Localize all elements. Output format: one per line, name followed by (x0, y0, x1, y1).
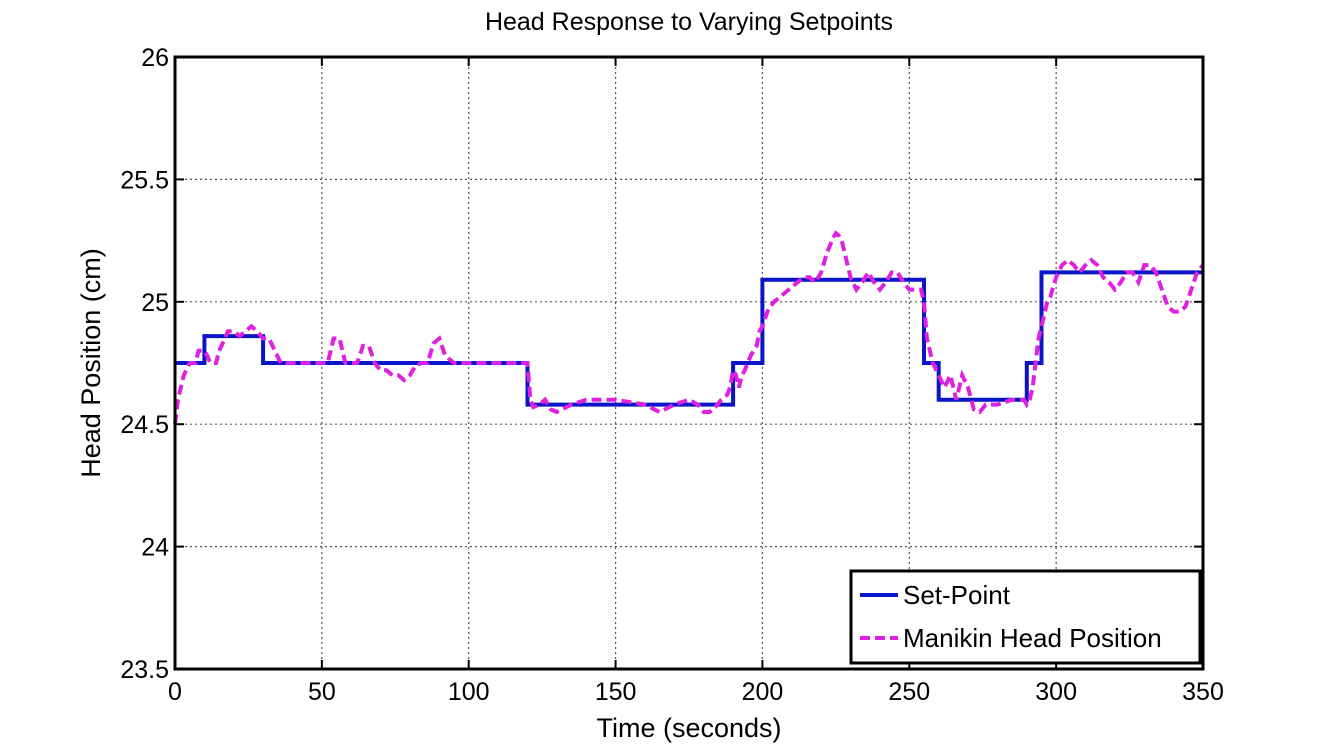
y-tick-label: 25.5 (120, 166, 169, 194)
legend-box (849, 569, 1202, 665)
x-tick-label: 150 (595, 678, 637, 706)
y-axis-ticks: 23.5 24 24.5 25 25.5 26 (120, 44, 1203, 684)
x-tick-label: 250 (888, 678, 930, 706)
x-tick-label: 200 (742, 678, 784, 706)
series-lines (173, 230, 1205, 425)
series-line-set-point (175, 270, 1203, 407)
legend: Set-Point Manikin Head Position (849, 569, 1202, 665)
y-tick-label: 25 (141, 289, 169, 317)
y-axis-label: Head Position (cm) (76, 248, 106, 478)
x-tick-label: 50 (308, 678, 336, 706)
x-tick-label: 0 (168, 678, 182, 706)
x-tick-label: 300 (1035, 678, 1077, 706)
y-tick-label: 26 (141, 44, 169, 72)
series-line-manikin-head-position (173, 230, 1205, 425)
plot-area-frame (173, 55, 1205, 671)
legend-label-set-point: Set-Point (903, 580, 1011, 610)
legend-label-manikin-head-position: Manikin Head Position (903, 623, 1162, 653)
y-tick-label: 23.5 (120, 656, 169, 684)
x-tick-label: 350 (1182, 678, 1224, 706)
y-tick-label: 24 (141, 534, 169, 562)
x-axis-label: Time (seconds) (596, 713, 781, 743)
chart-title: Head Response to Varying Setpoints (485, 8, 893, 36)
y-tick-label: 24.5 (120, 411, 169, 439)
x-tick-label: 100 (448, 678, 490, 706)
x-axis-ticks: 0 50 100 150 200 250 300 350 (168, 57, 1224, 706)
